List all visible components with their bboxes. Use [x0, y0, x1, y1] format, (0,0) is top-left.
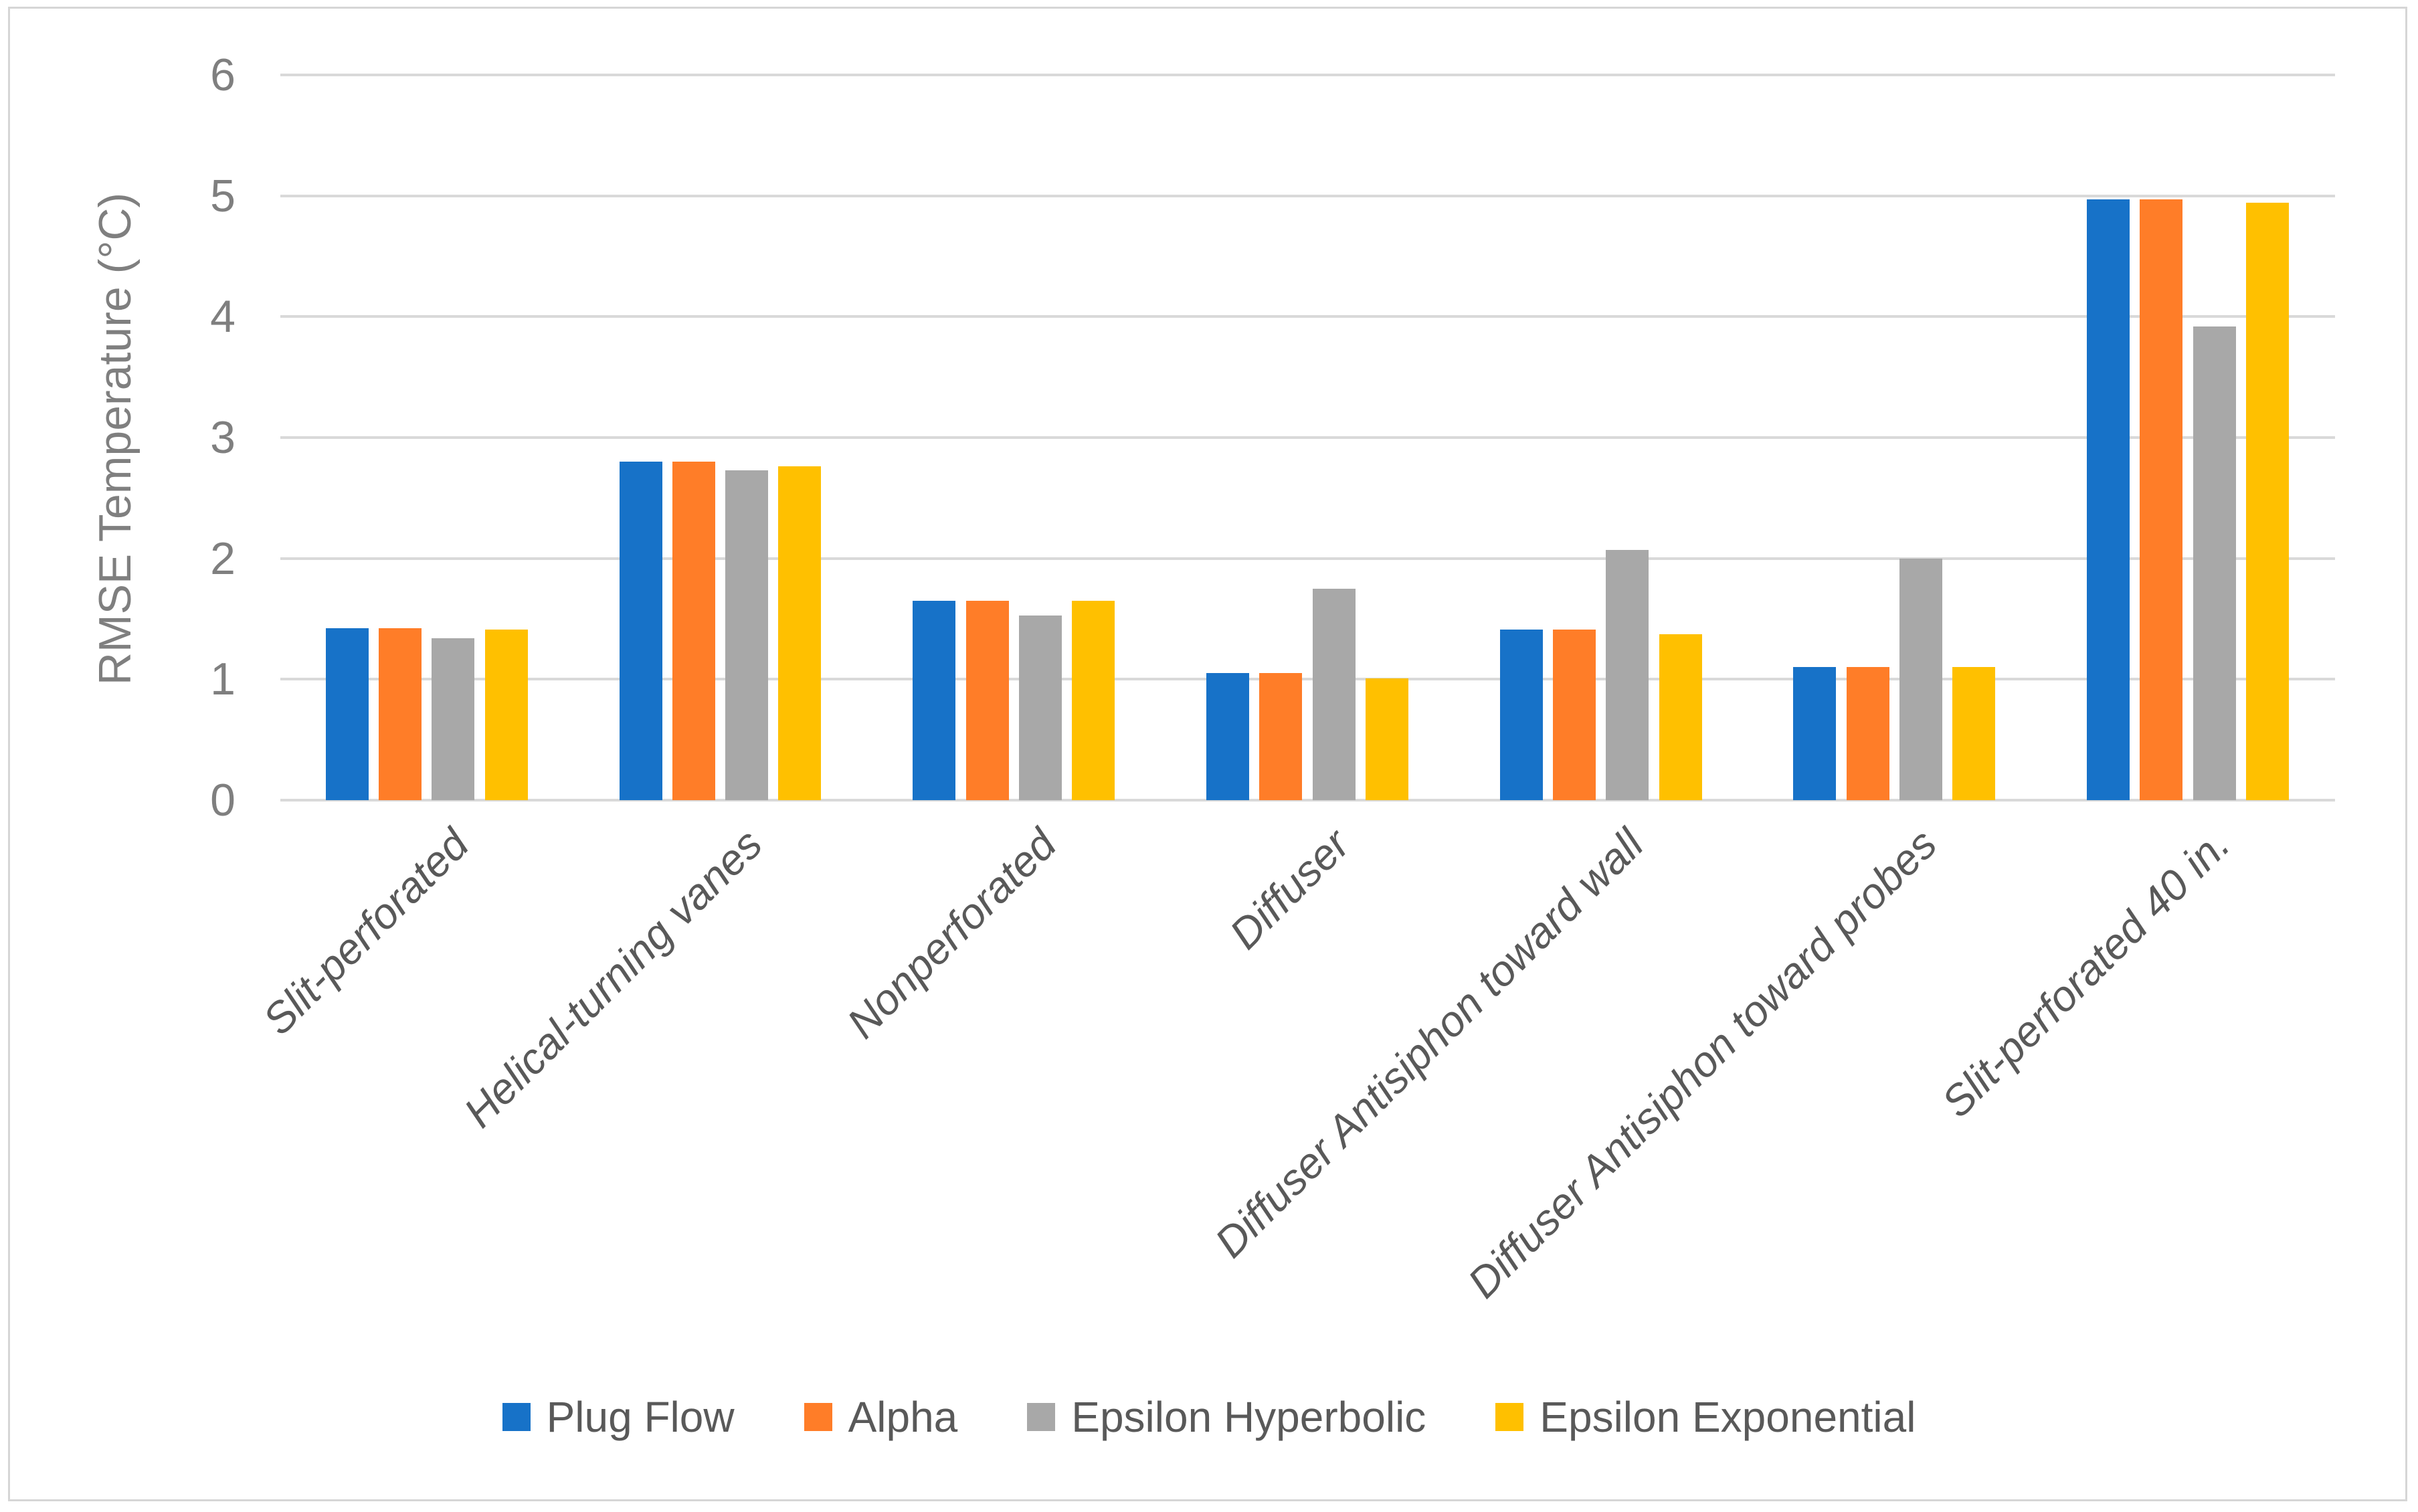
- bar-plug-flow-cat6: [1793, 667, 1836, 800]
- bar-epsilon-hyperbolic-cat4: [1313, 589, 1356, 800]
- bar-alpha-cat3: [966, 601, 1009, 800]
- legend-swatch-icon: [804, 1403, 832, 1431]
- chart-legend: Plug Flow Alpha Epsilon Hyperbolic Epsilon …: [0, 1394, 2418, 1440]
- gridline-y2: [280, 557, 2335, 560]
- bar-epsilon-hyperbolic-cat2: [725, 470, 768, 800]
- legend-swatch-icon: [502, 1403, 531, 1431]
- bar-plug-flow-cat3: [913, 601, 955, 800]
- bar-plug-flow-cat1: [326, 628, 369, 800]
- bar-epsilon-exponential-cat5: [1659, 634, 1702, 800]
- y-tick-label-5: 5: [210, 170, 236, 221]
- gridline-y4: [280, 315, 2335, 318]
- gridline-y5: [280, 194, 2335, 197]
- bar-plug-flow-cat2: [620, 462, 662, 800]
- bar-alpha-cat1: [379, 628, 422, 800]
- bar-alpha-cat4: [1259, 673, 1302, 800]
- bar-plug-flow-cat7: [2087, 199, 2130, 800]
- chart-border-frame: [8, 7, 2407, 1501]
- gridline-y1: [280, 678, 2335, 681]
- y-tick-label-0: 0: [210, 775, 236, 826]
- legend-label: Alpha: [848, 1393, 958, 1441]
- bar-epsilon-exponential-cat2: [778, 466, 821, 800]
- y-tick-label-2: 2: [210, 533, 236, 584]
- legend-label: Plug Flow: [546, 1393, 735, 1441]
- bar-epsilon-hyperbolic-cat5: [1606, 550, 1649, 800]
- bar-epsilon-hyperbolic-cat3: [1019, 616, 1062, 800]
- legend-swatch-icon: [1495, 1403, 1524, 1431]
- bar-alpha-cat2: [672, 462, 715, 800]
- bar-plug-flow-cat5: [1500, 630, 1543, 800]
- bar-epsilon-exponential-cat7: [2246, 203, 2289, 800]
- bar-epsilon-hyperbolic-cat1: [432, 638, 474, 800]
- y-axis-title: RMSE Temperature (°C): [90, 192, 141, 686]
- gridline-y3: [280, 436, 2335, 439]
- legend-item-epsilon-exponential: Epsilon Exponential: [1495, 1394, 1916, 1440]
- y-tick-label-4: 4: [210, 291, 236, 343]
- y-tick-label-6: 6: [210, 49, 236, 100]
- gridline-y6: [280, 73, 2335, 76]
- bar-epsilon-exponential-cat1: [485, 630, 528, 800]
- bar-alpha-cat7: [2140, 199, 2182, 800]
- gridline-y0: [280, 799, 2335, 801]
- bar-plug-flow-cat4: [1206, 673, 1249, 800]
- legend-item-epsilon-hyperbolic: Epsilon Hyperbolic: [1027, 1394, 1426, 1440]
- bar-epsilon-exponential-cat4: [1366, 678, 1408, 800]
- bar-epsilon-exponential-cat3: [1072, 601, 1115, 800]
- bar-alpha-cat6: [1847, 667, 1889, 800]
- y-tick-label-1: 1: [210, 654, 236, 705]
- legend-swatch-icon: [1027, 1403, 1056, 1431]
- legend-label: Epsilon Hyperbolic: [1071, 1393, 1426, 1441]
- bar-epsilon-exponential-cat6: [1952, 667, 1995, 800]
- legend-item-plug-flow: Plug Flow: [502, 1394, 735, 1440]
- legend-label: Epsilon Exponential: [1540, 1393, 1916, 1441]
- legend-item-alpha: Alpha: [804, 1393, 958, 1441]
- bar-alpha-cat5: [1553, 630, 1596, 800]
- bar-epsilon-hyperbolic-cat6: [1899, 559, 1942, 800]
- y-tick-label-3: 3: [210, 411, 236, 463]
- bar-epsilon-hyperbolic-cat7: [2193, 326, 2236, 800]
